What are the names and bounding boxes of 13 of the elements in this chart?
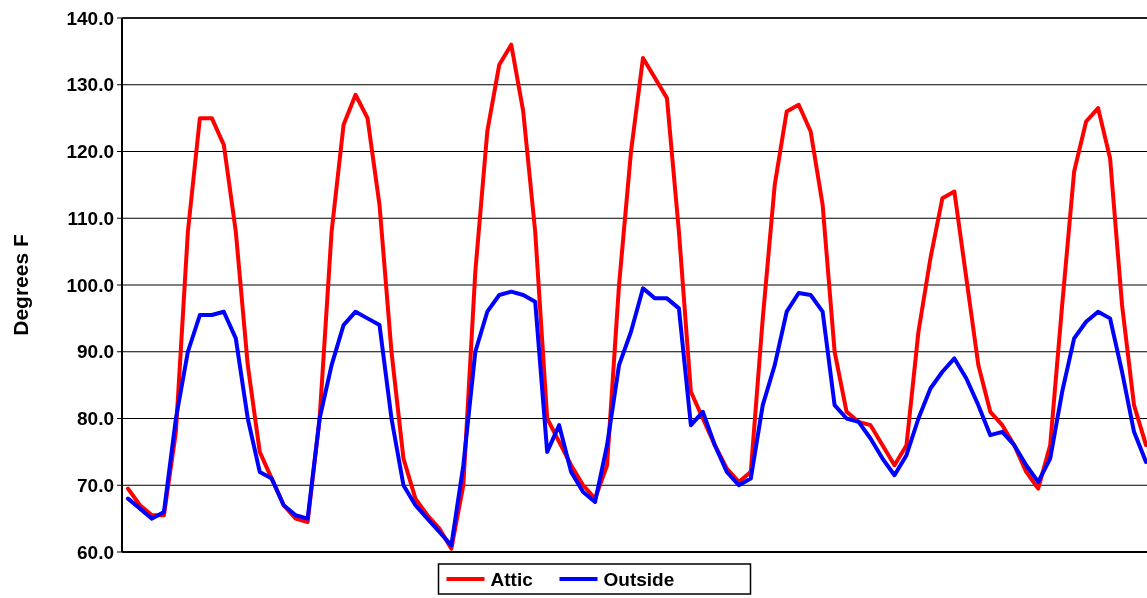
y-tick-label: 110.0 bbox=[67, 207, 114, 229]
y-tick-label: 120.0 bbox=[66, 141, 114, 163]
y-tick-label: 90.0 bbox=[77, 341, 114, 363]
legend-label: Attic bbox=[490, 568, 534, 590]
y-tick-label: 140.0 bbox=[66, 7, 114, 29]
y-tick-label: 100.0 bbox=[66, 274, 114, 296]
y-tick-label: 70.0 bbox=[77, 474, 114, 496]
y-tick-label: 80.0 bbox=[77, 408, 114, 430]
legend-label: Outside bbox=[603, 568, 675, 590]
y-tick-label: 130.0 bbox=[66, 74, 114, 96]
line-series bbox=[126, 286, 1147, 548]
y-axis-title: Degrees F bbox=[9, 234, 32, 336]
y-tick-label: 60.0 bbox=[77, 541, 114, 563]
